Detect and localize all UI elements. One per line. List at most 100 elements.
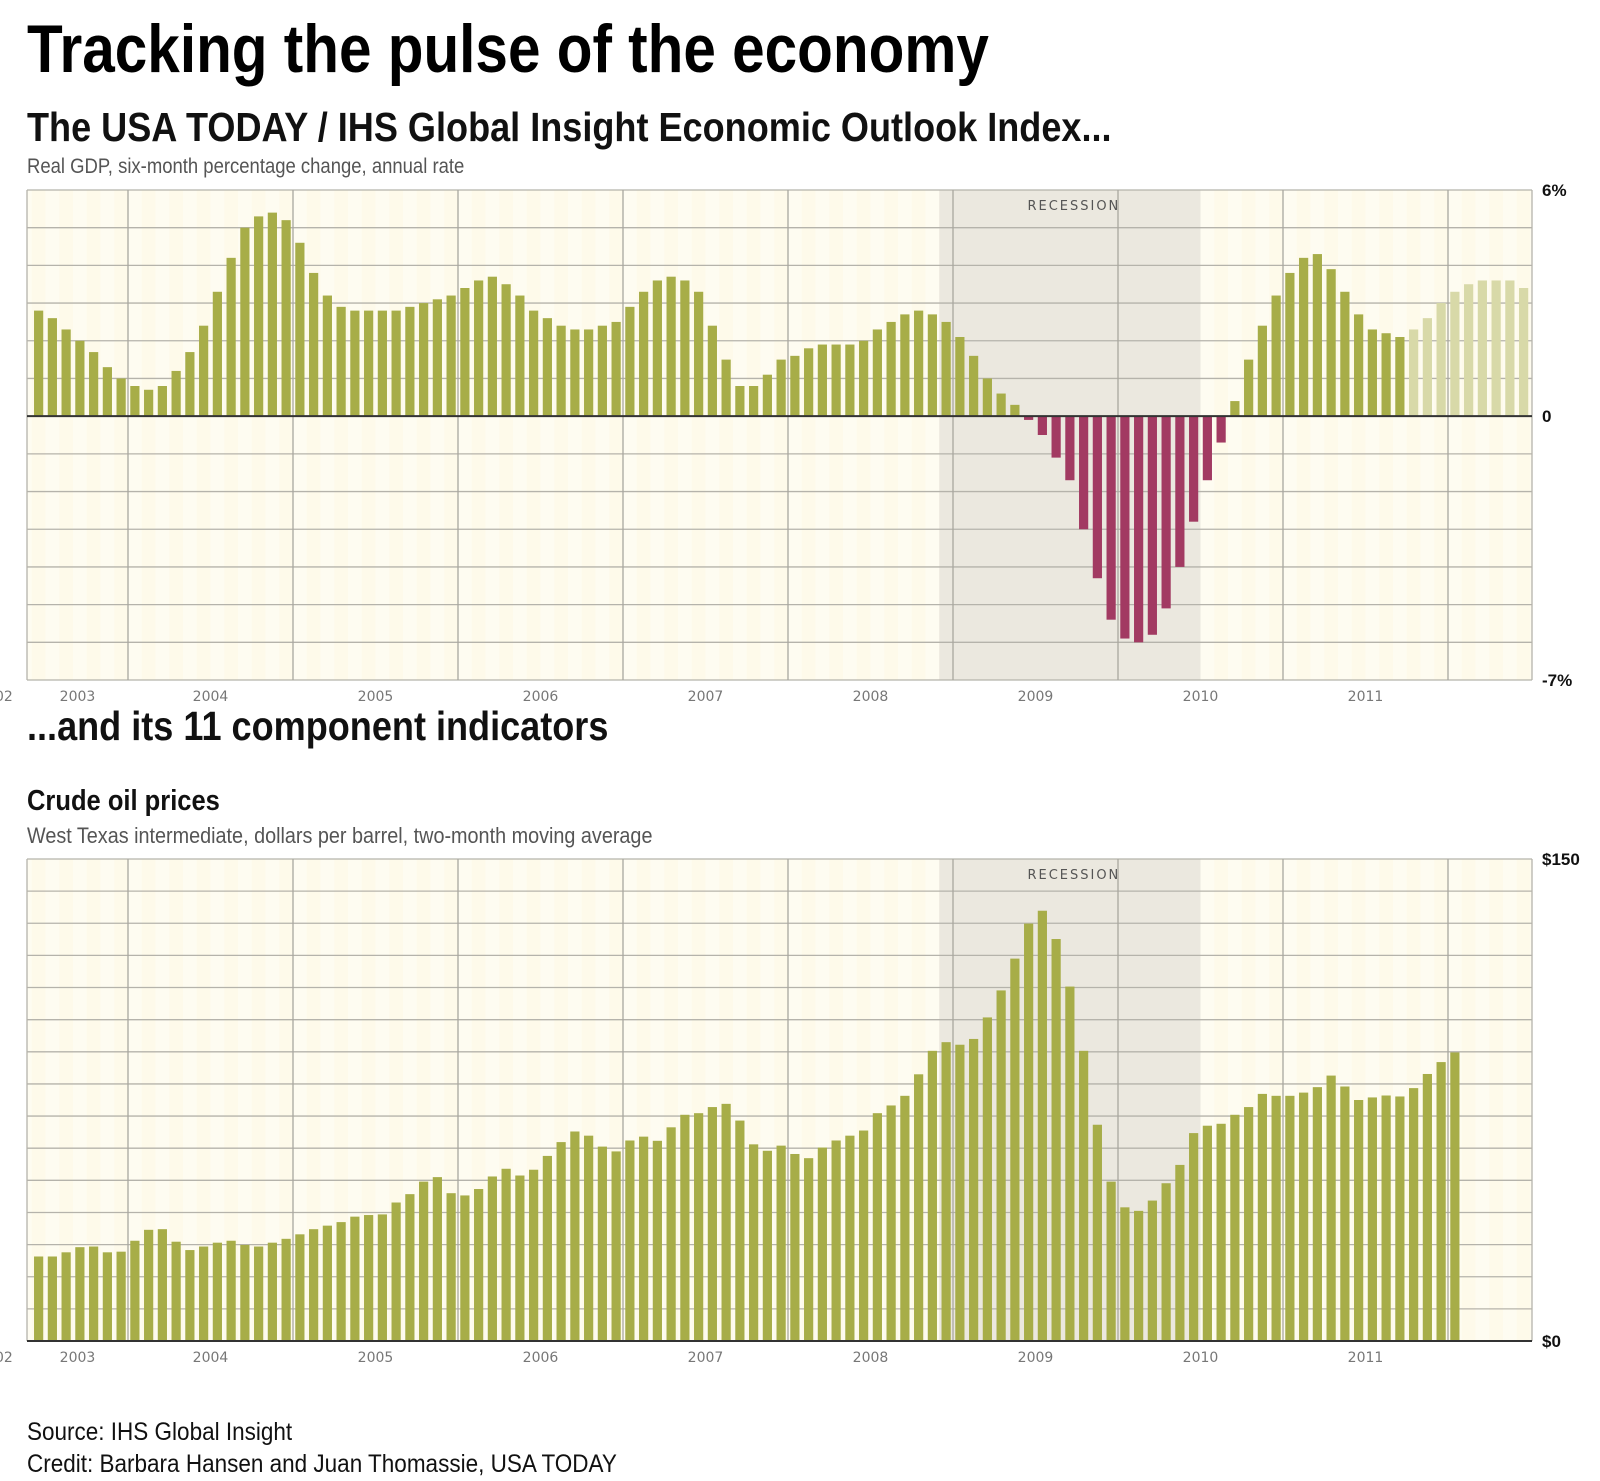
- bar: [350, 310, 360, 417]
- bar: [680, 280, 690, 417]
- background-stripe: [1516, 859, 1531, 1341]
- bar: [749, 386, 759, 417]
- bar: [831, 1140, 841, 1341]
- y-tick-label: 0: [1542, 407, 1551, 426]
- bar: [762, 374, 772, 417]
- bar: [1189, 1133, 1199, 1341]
- background-stripe: [1461, 190, 1476, 680]
- background-stripe: [1324, 190, 1338, 680]
- x-tick-label: 2004: [193, 689, 229, 705]
- bar: [804, 348, 814, 417]
- bar: [707, 325, 717, 417]
- bar: [1326, 269, 1336, 417]
- background-stripe: [911, 190, 926, 680]
- bar: [639, 291, 649, 417]
- bar: [680, 1114, 690, 1341]
- background-stripe: [801, 190, 816, 680]
- x-tick-label: 2008: [853, 1350, 889, 1366]
- bar: [969, 355, 979, 417]
- bar: [1257, 1093, 1267, 1341]
- bar: [75, 1247, 85, 1341]
- background-stripe: [554, 190, 568, 680]
- bar: [845, 344, 855, 417]
- bar: [1216, 416, 1226, 443]
- bar: [1340, 291, 1350, 417]
- bar: [652, 280, 662, 417]
- background-stripe: [31, 190, 46, 680]
- bar: [501, 284, 511, 417]
- bar: [474, 1189, 484, 1341]
- bar: [570, 1131, 580, 1341]
- bar: [790, 355, 800, 417]
- background-stripe: [471, 190, 486, 680]
- bar: [1312, 254, 1322, 417]
- bar: [941, 1042, 951, 1341]
- y-tick-label: $150: [1542, 850, 1580, 869]
- bar: [1024, 923, 1034, 1341]
- bar: [845, 1135, 855, 1341]
- background-stripe: [1489, 190, 1503, 680]
- bar: [102, 367, 112, 417]
- bar: [75, 340, 85, 417]
- bar: [34, 1256, 44, 1341]
- bar: [1381, 1095, 1391, 1341]
- bar: [254, 1246, 264, 1341]
- bar: [804, 1158, 814, 1341]
- bar: [377, 1214, 387, 1341]
- x-tick-label: 2007: [688, 689, 724, 705]
- bar: [432, 299, 442, 417]
- bar: [157, 1229, 167, 1341]
- background-stripe: [169, 190, 183, 680]
- bar: [886, 321, 896, 417]
- bar: [914, 1074, 924, 1341]
- bar: [529, 1169, 539, 1341]
- page-title: Tracking the pulse of the economy: [27, 11, 989, 87]
- credit-note: Credit: Barbara Hansen and Juan Thomassi…: [27, 1450, 617, 1478]
- bar: [1271, 295, 1281, 417]
- bar: [721, 359, 731, 417]
- index-chart-description: Real GDP, six-month percentage change, a…: [27, 155, 465, 178]
- bar: [1422, 318, 1432, 417]
- x-tick-label: 2010: [1183, 689, 1219, 705]
- bar: [364, 310, 374, 417]
- bar: [144, 389, 154, 417]
- bar: [254, 216, 264, 417]
- bar: [1395, 337, 1405, 417]
- bar: [1079, 416, 1089, 530]
- background-stripe: [609, 190, 623, 680]
- bar: [749, 1144, 759, 1341]
- background-stripe: [31, 859, 46, 1341]
- bar: [295, 242, 305, 417]
- bar: [446, 295, 456, 417]
- y-tick-label: $0: [1542, 1332, 1561, 1351]
- bar: [1422, 1073, 1432, 1341]
- bar: [1367, 329, 1377, 417]
- bar: [1491, 280, 1501, 417]
- bar: [1175, 1164, 1185, 1341]
- bar: [199, 325, 209, 417]
- bar: [487, 276, 497, 417]
- background-stripe: [1406, 190, 1421, 680]
- bar: [89, 352, 99, 417]
- bar: [61, 329, 71, 417]
- bar: [941, 321, 951, 417]
- recession-label: RECESSION: [1027, 199, 1120, 214]
- background-stripe: [856, 190, 871, 680]
- bar: [900, 314, 910, 417]
- bar: [144, 1229, 154, 1341]
- bar: [1299, 1092, 1309, 1341]
- bar: [1519, 288, 1529, 417]
- bar: [1436, 1062, 1446, 1341]
- background-stripe: [691, 190, 706, 680]
- bar: [859, 1130, 869, 1341]
- background-stripe: [361, 190, 376, 680]
- bar: [872, 329, 882, 417]
- bar: [859, 340, 869, 417]
- bar: [1299, 257, 1309, 417]
- bar: [1312, 1087, 1322, 1341]
- background-stripe: [196, 190, 211, 680]
- bar: [515, 1175, 525, 1341]
- bar: [584, 329, 594, 417]
- background-stripe: [746, 190, 761, 680]
- bar: [460, 288, 470, 417]
